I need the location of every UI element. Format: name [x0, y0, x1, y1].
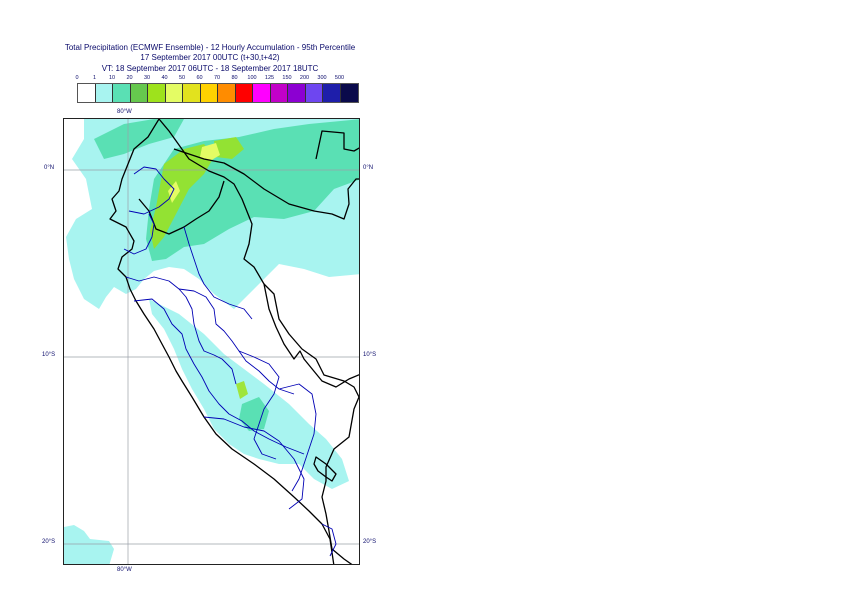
- precip-area-moderate-south: [239, 397, 269, 431]
- legend-swatch: [113, 84, 131, 102]
- legend-swatch: [340, 84, 358, 102]
- legend-tick-label: 200: [299, 75, 310, 81]
- lon-label-bottom: 80°W: [117, 567, 132, 573]
- legend-swatch: [270, 84, 288, 102]
- legend-swatch: [288, 84, 306, 102]
- regional-borders-chile: [321, 523, 337, 557]
- lon-label-top: 80°W: [117, 109, 132, 115]
- legend-tick-label: 50: [178, 75, 186, 81]
- precip-area-light-corner: [64, 525, 114, 564]
- lat-label-10s-right: 10°S: [363, 352, 377, 358]
- chart-title: Total Precipitation (ECMWF Ensemble) - 1…: [64, 43, 356, 52]
- regional-borders-ecuador-2: [128, 166, 175, 215]
- legend-swatch: [165, 84, 183, 102]
- precip-area-heavier-2: [214, 137, 244, 159]
- precip-area-peak: [200, 143, 220, 161]
- legend-tick-label: 1: [92, 75, 97, 81]
- border-ecuador-peru-colombia: [158, 119, 359, 388]
- legend-tick-label: 100: [247, 75, 257, 81]
- valid-time-label: VT: 18 September 2017 06UTC - 18 Septemb…: [101, 64, 319, 73]
- map-panel: [63, 118, 360, 565]
- precip-area-heavier-3: [236, 381, 248, 399]
- legend-swatch: [235, 84, 253, 102]
- legend-tick-label: 500: [334, 75, 345, 81]
- legend-tick-label: 60: [196, 75, 203, 81]
- legend-swatch: [200, 84, 218, 102]
- lat-label-10s-left: 10°S: [42, 352, 56, 358]
- regional-borders-cusco: [238, 350, 280, 460]
- legend-tick-label: 80: [231, 75, 238, 81]
- legend-swatch: [183, 84, 201, 102]
- lake-titicaca: [313, 456, 337, 482]
- regional-borders-inner: [178, 288, 295, 395]
- regional-borders-puno: [278, 383, 317, 492]
- legend-swatch: [78, 84, 96, 102]
- regional-borders-loreto: [183, 226, 253, 320]
- regional-borders-ecuador: [123, 213, 155, 255]
- lat-label-0-right: 0°N: [363, 165, 374, 171]
- legend-tick-label: 0: [75, 75, 79, 81]
- lat-label-20s-left: 20°S: [42, 539, 56, 545]
- legend-swatch: [253, 84, 271, 102]
- legend-colorbar: [77, 83, 359, 103]
- border-northeast: [315, 130, 359, 160]
- legend-tick-label: 10: [108, 75, 116, 81]
- legend-tick-label: 300: [317, 75, 327, 81]
- regional-borders-mid: [133, 298, 305, 455]
- precip-area-moderate-north: [94, 119, 184, 159]
- border-brazil-bolivia: [263, 283, 359, 564]
- legend-tick-label: 30: [143, 75, 151, 81]
- border-colombia-north: [173, 148, 359, 220]
- legend-swatch: [218, 84, 236, 102]
- legend-tick-label: 150: [282, 75, 292, 81]
- run-time-label: 17 September 2017 00UTC (t+30,t+42): [140, 53, 280, 62]
- regional-borders-south: [203, 416, 305, 510]
- precip-area-peak-2: [168, 181, 180, 203]
- legend-tick-label: 70: [213, 75, 221, 81]
- legend-swatch: [148, 84, 166, 102]
- coastline: [109, 119, 335, 564]
- lat-label-0-left: 0°N: [44, 165, 55, 171]
- precipitation-map: [64, 119, 359, 564]
- lat-label-20s-right: 20°S: [363, 539, 377, 545]
- legend-swatch: [305, 84, 323, 102]
- precip-area-light-south: [149, 299, 349, 489]
- legend-tick-label: 125: [264, 75, 275, 81]
- legend-swatch: [323, 84, 341, 102]
- legend-tick-label: 40: [161, 75, 168, 81]
- regional-borders-north: [125, 276, 237, 385]
- legend-swatch: [95, 84, 113, 102]
- legend-swatch: [130, 84, 148, 102]
- legend-tick-label: 20: [126, 75, 133, 81]
